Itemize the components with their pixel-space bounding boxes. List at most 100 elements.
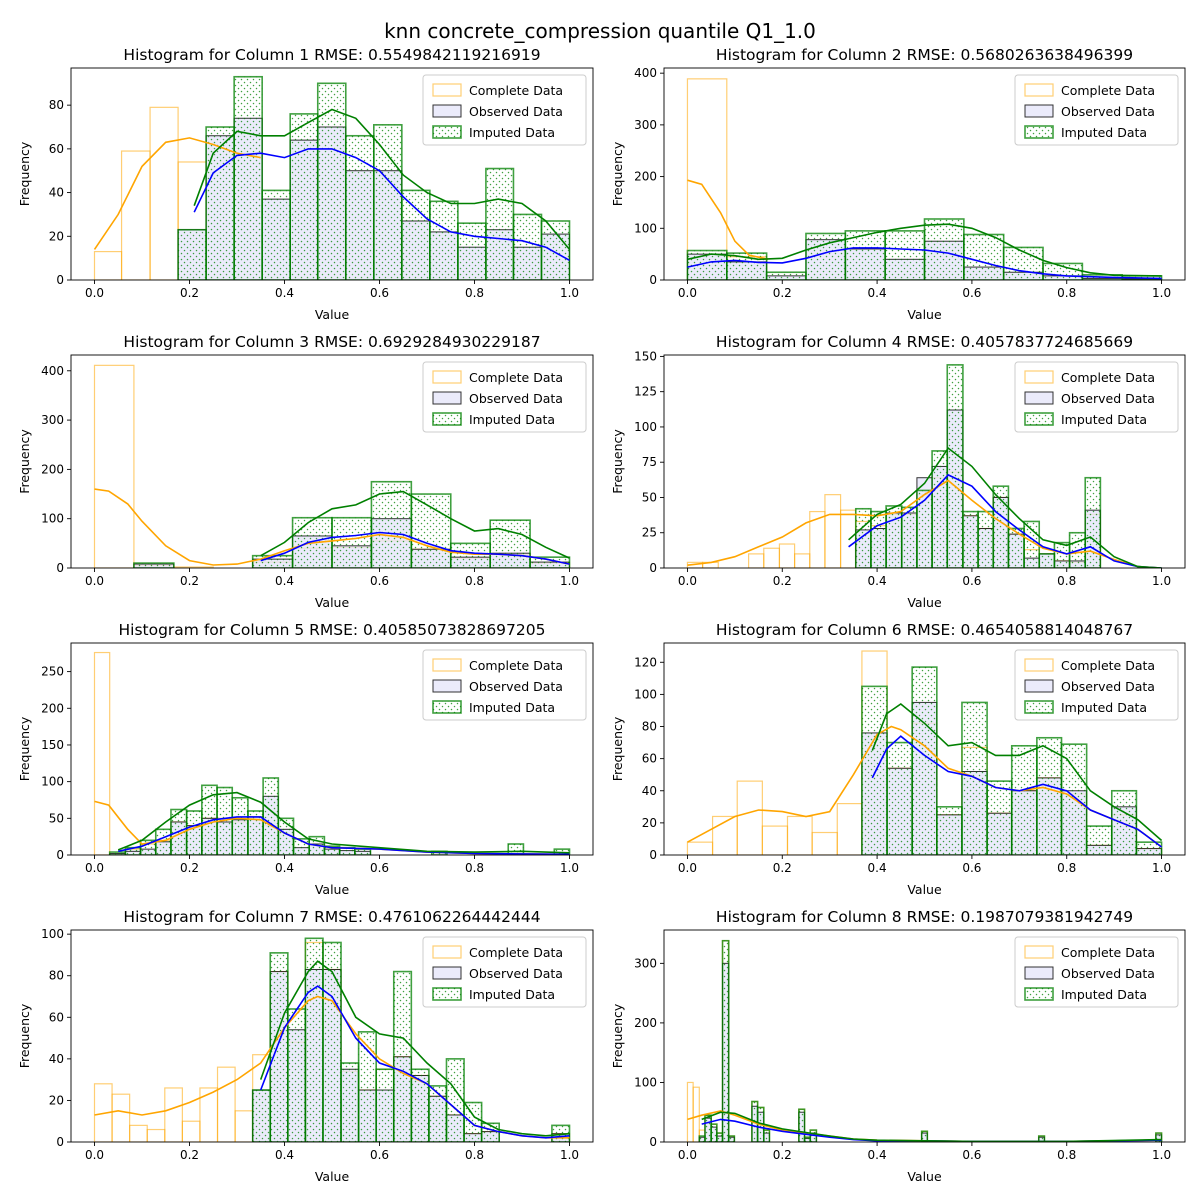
- legend-label: Complete Data: [1061, 370, 1155, 385]
- histogram-bar: [251, 1089, 272, 1142]
- x-tick-label: 0.6: [962, 861, 981, 875]
- x-tick-label: 0.0: [85, 574, 104, 588]
- y-axis-label: Frequency: [610, 141, 625, 206]
- x-tick-label: 0.8: [465, 574, 484, 588]
- histogram-bar: [344, 134, 375, 280]
- legend-label: Imputed Data: [1061, 700, 1147, 715]
- legend-box: [422, 649, 587, 721]
- axes-frame: [663, 67, 1186, 281]
- x-tick-label: 1.0: [560, 861, 579, 875]
- x-tick-label: 0.0: [678, 861, 697, 875]
- histogram-bar: [146, 1128, 166, 1142]
- histogram-bar: [354, 848, 372, 855]
- histogram-bar: [540, 220, 571, 280]
- axes-frame: [663, 354, 1186, 569]
- y-tick-label: 25: [642, 526, 657, 540]
- chart-panel-5: Histogram for Column 5 RMSE: 0.405850738…: [17, 621, 594, 897]
- y-tick-label: 400: [634, 66, 657, 80]
- histogram-bar: [93, 651, 111, 855]
- histogram-bar: [710, 1123, 718, 1142]
- legend: Complete Data Observed Data Imputed Data: [1014, 936, 1179, 1008]
- legend-swatch: [1024, 391, 1054, 405]
- histogram-bar: [449, 542, 491, 568]
- histogram-bar: [686, 841, 714, 855]
- y-tick-label: 250: [41, 665, 64, 679]
- histogram-bar: [798, 1108, 806, 1142]
- legend: Complete Data Observed Data Imputed Data: [1014, 74, 1179, 146]
- y-tick-label: 80: [49, 98, 64, 112]
- histogram-bar: [692, 1086, 700, 1142]
- kde-line-imputed-data: [117, 791, 570, 854]
- y-tick-label: 200: [41, 462, 64, 476]
- kde-line-observed-data: [260, 531, 570, 565]
- histogram-bar: [811, 831, 838, 855]
- y-axis-label: Frequency: [610, 716, 625, 781]
- legend-swatch: [1024, 679, 1054, 693]
- y-tick-label: 300: [634, 956, 657, 970]
- histogram-bar: [392, 970, 413, 1142]
- histogram-bar: [727, 1135, 736, 1142]
- histogram-bar: [765, 271, 807, 280]
- y-tick-label: 20: [49, 1093, 64, 1107]
- panels: Histogram for Column 1 RMSE: 0.554984211…: [17, 46, 1186, 1184]
- chart-panel-8: Histogram for Column 8 RMSE: 0.198707938…: [610, 908, 1186, 1184]
- plot-area: [93, 364, 571, 568]
- histogram-bar: [923, 218, 965, 280]
- histogram-bar: [370, 480, 413, 568]
- histogram-bar: [1002, 246, 1044, 280]
- series-imputed-data-bars: [854, 364, 1102, 568]
- legend-swatch: [432, 658, 462, 672]
- histogram-bar: [120, 150, 151, 280]
- series-imputed-data-bars: [108, 777, 571, 855]
- y-tick-label: 120: [634, 655, 657, 669]
- legend-swatch: [432, 945, 462, 959]
- histogram-bar: [512, 213, 543, 280]
- legend-label: Complete Data: [469, 370, 563, 385]
- chart-title: Histogram for Column 1 RMSE: 0.554984211…: [123, 46, 540, 64]
- x-axis-label: Value: [315, 307, 350, 322]
- x-tick-label: 0.0: [678, 286, 697, 300]
- histogram-bar: [1053, 541, 1071, 568]
- legend-label: Imputed Data: [469, 700, 555, 715]
- kde-line-imputed-data: [871, 703, 1163, 842]
- y-tick-label: 100: [634, 687, 657, 701]
- legend-box: [1014, 74, 1179, 146]
- histogram-bar: [977, 510, 995, 568]
- kde-line-observed-data: [259, 985, 570, 1139]
- kde-line-observed-data: [118, 816, 570, 855]
- histogram-bar: [986, 780, 1013, 855]
- chart-title: Histogram for Column 7 RMSE: 0.476106226…: [123, 908, 540, 926]
- legend-swatch: [1024, 945, 1054, 959]
- kde-line-observed-data: [701, 1118, 1162, 1142]
- histogram-bar: [1007, 527, 1025, 568]
- histogram-bar: [961, 701, 988, 855]
- x-tick-label: 0.2: [180, 1148, 199, 1162]
- chart-panel-7: Histogram for Column 7 RMSE: 0.476106226…: [17, 908, 594, 1184]
- legend-label: Complete Data: [469, 658, 563, 673]
- legend-label: Imputed Data: [469, 125, 555, 140]
- x-tick-label: 0.8: [465, 861, 484, 875]
- axes-frame: [70, 642, 594, 856]
- histogram-bar: [331, 516, 373, 568]
- legend-swatch: [1024, 412, 1054, 426]
- y-tick-label: 0: [649, 561, 657, 575]
- y-tick-label: 0: [56, 848, 64, 862]
- histogram-bar: [721, 939, 730, 1142]
- legend-swatch: [432, 125, 462, 139]
- x-tick-label: 0.6: [370, 574, 389, 588]
- histogram-bar: [262, 777, 280, 855]
- histogram-bar: [181, 1120, 201, 1142]
- x-tick-label: 1.0: [1152, 861, 1171, 875]
- histogram-bar: [373, 124, 403, 280]
- histogram-bar: [861, 685, 888, 855]
- chart-panel-6: Histogram for Column 6 RMSE: 0.465405881…: [610, 621, 1186, 897]
- y-tick-label: 0: [56, 273, 64, 287]
- legend-label: Observed Data: [1061, 391, 1155, 406]
- kde-line-imputed-data: [701, 1111, 1162, 1142]
- chart-panel-1: Histogram for Column 1 RMSE: 0.554984211…: [17, 46, 594, 322]
- histogram-bar: [854, 507, 872, 568]
- x-tick-label: 0.6: [370, 1148, 389, 1162]
- histogram-bar: [686, 78, 728, 280]
- histogram-bar: [698, 1135, 706, 1142]
